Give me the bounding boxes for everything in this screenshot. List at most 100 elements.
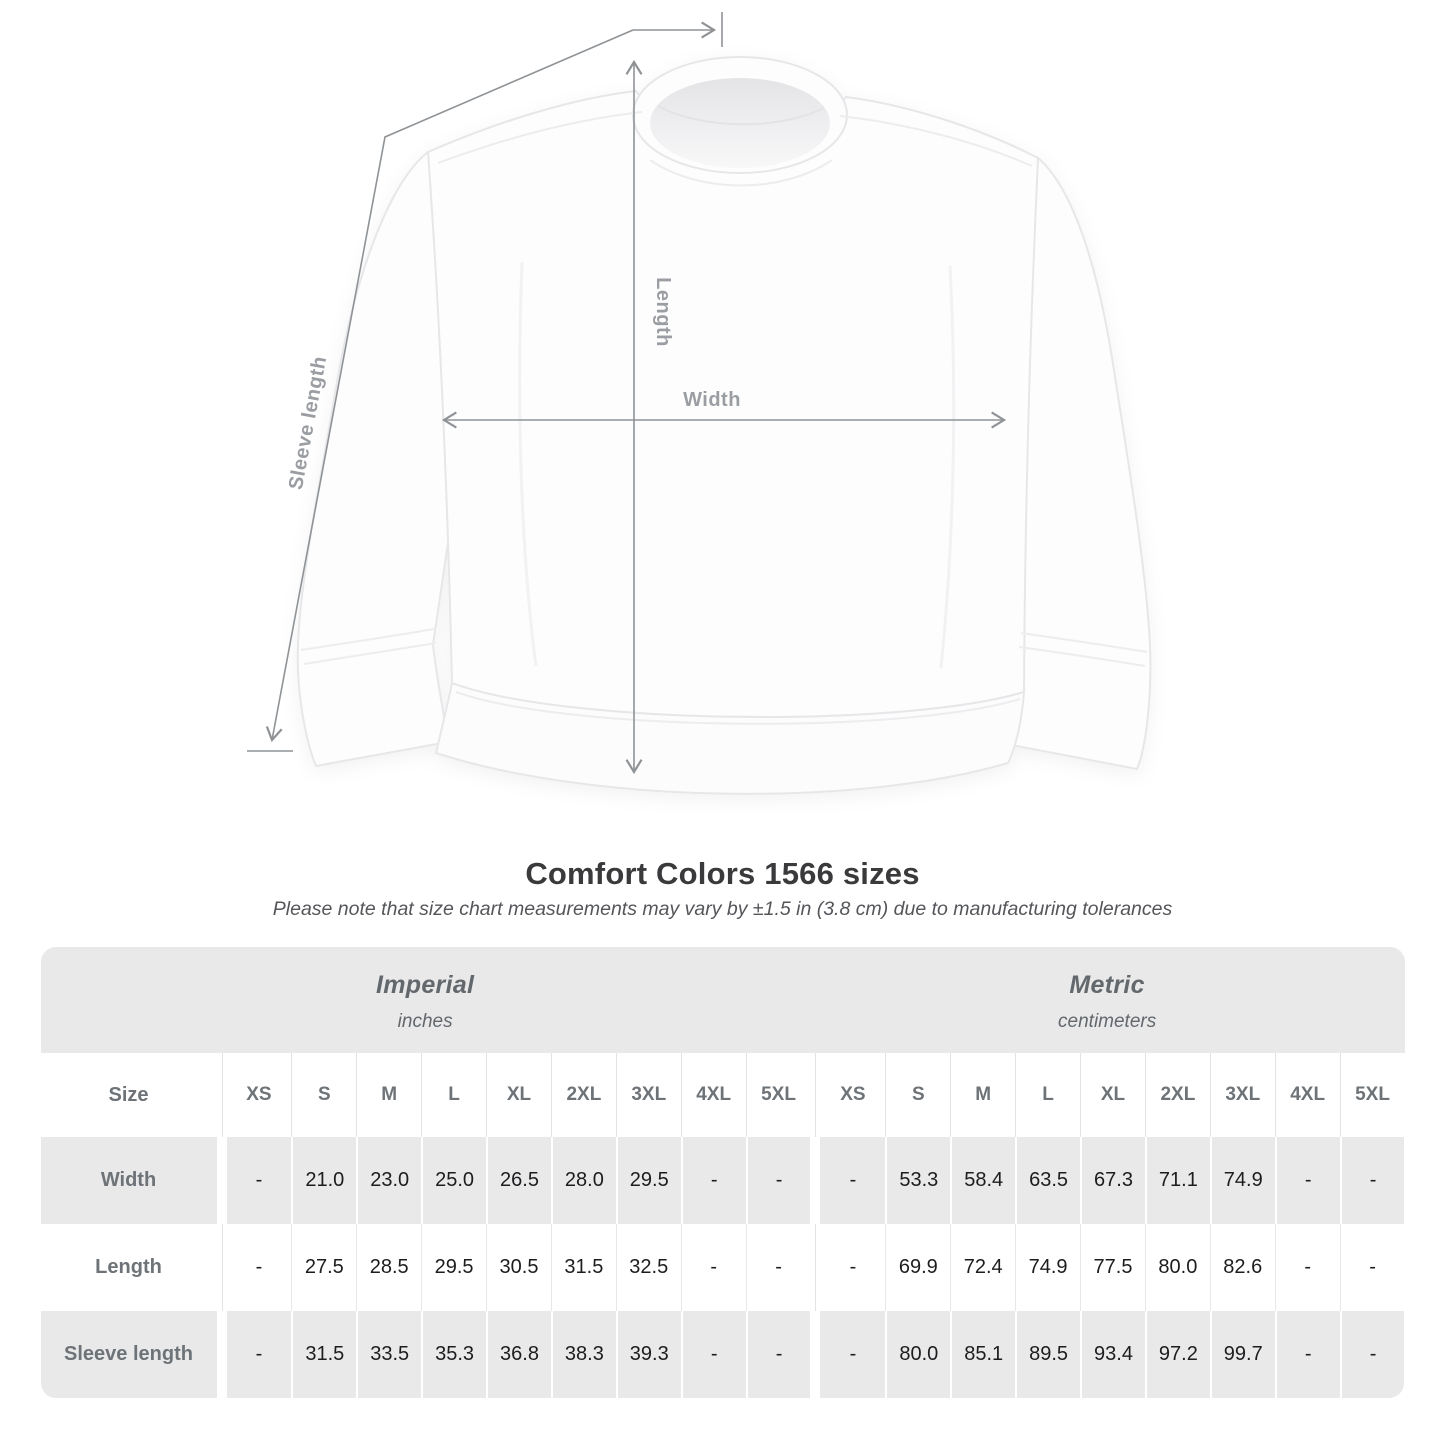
value-cell: - (680, 1224, 746, 1311)
value-cell: 74.9 (1209, 1137, 1275, 1224)
imperial-unit: inches (397, 1011, 453, 1032)
value-cell: 29.5 (615, 1137, 681, 1224)
metric-band: Metric centimeters (810, 947, 1405, 1053)
value-cell: 72.4 (950, 1224, 1015, 1311)
value-cell: - (745, 1137, 811, 1224)
left-cuff-seam2 (303, 642, 437, 665)
left-cuff-seam (300, 628, 435, 651)
value-cell: 97.2 (1144, 1311, 1210, 1398)
right-cuff-seam2 (1018, 646, 1146, 667)
value-cell: 58.4 (950, 1137, 1016, 1224)
size-header-row: Size XS S M L XL 2XL 3XL 4XL 5XL XS S M L XL 2XL 3XL 4XL 5… (41, 1053, 1405, 1137)
table-body: Width -21.0 23.0 25.0 26.5 28.0 29.5- - -53.3 58.… (40, 1137, 1405, 1398)
size-header-cell: 3XL (1209, 1053, 1275, 1137)
value-cell: - (1274, 1137, 1340, 1224)
size-header-cell: 5XL (1339, 1053, 1405, 1137)
half-divider (810, 1224, 820, 1311)
collar-opening (650, 78, 830, 168)
measurement-row: Length -27.5 28.5 29.5 30.5 31.5 32.5- - -69.9 72… (41, 1224, 1405, 1311)
value-cell: 63.5 (1015, 1137, 1081, 1224)
value-cell: 77.5 (1080, 1224, 1145, 1311)
value-cell: 38.3 (550, 1311, 616, 1398)
value-cell: 35.3 (421, 1311, 487, 1398)
measurement-lines (247, 12, 1007, 775)
value-cell: - (255, 1256, 263, 1278)
half-divider (810, 1311, 820, 1398)
sweatshirt-measurement-illustration: Width Length Sleeve length (247, 12, 1152, 795)
value-cell: 53.3 (885, 1137, 951, 1224)
metric-label: Metric (1069, 971, 1145, 999)
value-cell: - (820, 1137, 886, 1224)
size-header-cell: S (291, 1053, 356, 1137)
value-cell: 29.5 (421, 1224, 486, 1311)
value-cell: - (680, 1311, 746, 1398)
collar-seam (649, 159, 833, 187)
value-cell: 31.5 (291, 1311, 357, 1398)
size-header-cell: 5XL (745, 1053, 811, 1137)
value-cell: 85.1 (950, 1311, 1016, 1398)
value-cell: 31.5 (550, 1224, 616, 1311)
size-header-cell: XS (246, 1084, 272, 1105)
value-cell: - (1339, 1224, 1405, 1311)
value-cell: - (849, 1256, 857, 1278)
unit-band: Imperial inches Metric centimeters (40, 947, 1405, 1053)
value-cell: 30.5 (486, 1224, 551, 1311)
half-divider (810, 1053, 820, 1137)
label-divider (217, 1053, 227, 1137)
tolerance-note: Please note that size chart measurements… (272, 898, 1173, 920)
size-chart-table: Imperial inches Metric centimeters Size X… (40, 947, 1405, 1398)
metric-unit: centimeters (1058, 1011, 1157, 1032)
right-cuff-seam (1020, 632, 1148, 653)
imperial-label: Imperial (376, 971, 475, 999)
value-cell: 99.7 (1209, 1311, 1275, 1398)
value-cell: 33.5 (356, 1311, 422, 1398)
value-cell: 89.5 (1015, 1311, 1081, 1398)
sweatshirt-graphic (296, 56, 1152, 795)
size-header-cell: XL (486, 1053, 551, 1137)
value-cell: 36.8 (486, 1311, 551, 1398)
measurement-row: Width -21.0 23.0 25.0 26.5 28.0 29.5- - -53.3 58.… (40, 1137, 1405, 1224)
size-header-cell: S (885, 1053, 950, 1137)
sleeve-length-line (265, 29, 634, 743)
value-cell: 28.0 (550, 1137, 616, 1224)
value-cell: 26.5 (486, 1137, 551, 1224)
value-cell: 21.0 (291, 1137, 357, 1224)
size-header-cell: XL (1080, 1053, 1145, 1137)
size-header-cell: 4XL (680, 1053, 746, 1137)
value-cell: 28.5 (356, 1224, 421, 1311)
hem-seam (455, 691, 1021, 725)
imperial-band: Imperial inches (41, 947, 810, 1053)
value-cell: 25.0 (421, 1137, 487, 1224)
row-label: Width (40, 1137, 217, 1224)
size-header-cell: XS (840, 1084, 866, 1105)
value-cell: 74.9 (1015, 1224, 1080, 1311)
value-cell: - (1339, 1311, 1405, 1398)
label-divider (217, 1311, 227, 1398)
value-cell: - (226, 1311, 292, 1398)
size-header-cell: L (421, 1053, 486, 1137)
size-header-cell: 2XL (550, 1053, 616, 1137)
value-cell: - (680, 1137, 746, 1224)
left-fold (518, 261, 538, 667)
value-cell: - (1274, 1224, 1340, 1311)
value-cell: - (1274, 1311, 1340, 1398)
value-cell: 80.0 (885, 1311, 951, 1398)
value-cell: 80.0 (1144, 1224, 1210, 1311)
left-shoulder-seam (437, 111, 643, 164)
label-divider (217, 1224, 227, 1311)
value-cell: 32.5 (615, 1224, 681, 1311)
size-header-cell: 2XL (1144, 1053, 1210, 1137)
value-cell: - (745, 1224, 811, 1311)
size-header-cell: 4XL (1274, 1053, 1340, 1137)
value-cell: - (820, 1311, 886, 1398)
size-header-cell: M (356, 1053, 421, 1137)
value-cell: 39.3 (615, 1311, 681, 1398)
width-measure-label: Width (683, 389, 741, 411)
size-header-cell: M (950, 1053, 1015, 1137)
page-title: Comfort Colors 1566 sizes (525, 856, 920, 891)
length-measure-label: Length (652, 277, 674, 347)
row-label: Sleeve length (40, 1311, 217, 1398)
value-cell: 93.4 (1080, 1311, 1145, 1398)
right-shoulder-seam (839, 115, 1033, 167)
measurement-row: Sleeve length -31.5 33.5 35.3 36.8 38.3 39.3- -… (40, 1311, 1405, 1398)
